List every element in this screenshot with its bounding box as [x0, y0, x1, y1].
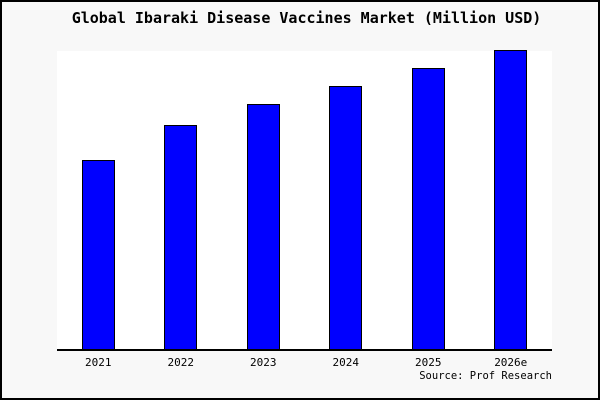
x-tick-label-2025: 2025	[415, 356, 442, 369]
bar-slot-2025	[387, 51, 470, 349]
bar-2026e	[494, 50, 528, 349]
bar-slot-2022	[140, 51, 223, 349]
bar-slot-2024	[305, 51, 388, 349]
x-tick-label-2021: 2021	[85, 356, 112, 369]
x-tick-label-2024: 2024	[332, 356, 360, 369]
x-tick-label-2026e: 2026e	[494, 356, 528, 369]
bar-2022	[164, 124, 198, 349]
bar-2023	[246, 103, 280, 349]
x-tick-label-2022: 2022	[167, 356, 195, 369]
bar-2021	[81, 160, 115, 349]
bar-2024	[329, 85, 363, 349]
x-tick-label-2023: 2023	[250, 356, 277, 369]
source-attribution: Source: Prof Research	[419, 370, 552, 382]
bar-slot-2021	[57, 51, 140, 349]
plot-area	[57, 50, 553, 351]
bars-container	[57, 50, 553, 349]
x-axis-tick-labels: 2021 2022 2023 2024 2025 2026e	[57, 356, 552, 369]
chart-title: Global Ibaraki Disease Vaccines Market (…	[71, 9, 542, 27]
bar-2025	[411, 67, 445, 349]
bar-slot-2026e	[470, 50, 553, 349]
bar-slot-2023	[222, 51, 305, 349]
